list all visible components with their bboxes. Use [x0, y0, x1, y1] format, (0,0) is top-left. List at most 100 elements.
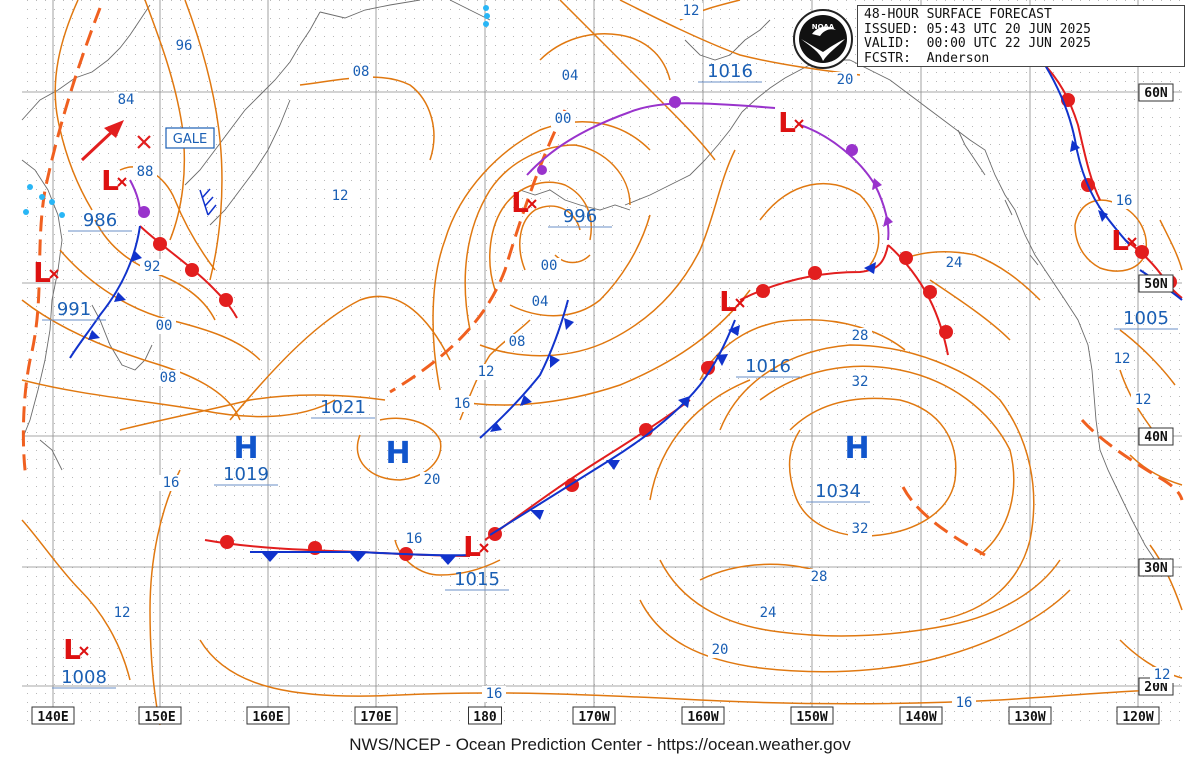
latitude-label: 20N: [1144, 680, 1168, 695]
longitude-label: 150E: [144, 710, 175, 725]
gale-warning-box: [165, 127, 215, 149]
isobar-label: 04: [562, 68, 579, 84]
longitude-label-box: [1008, 706, 1052, 725]
low-pressure-symbol: L: [33, 256, 51, 289]
isobar-label-bg: [482, 686, 506, 702]
issued-line: ISSUED: 05:43 UTC 20 JUN 2025: [864, 21, 1178, 38]
low-center-x-icon: [479, 543, 489, 553]
longitude-label-box: [790, 706, 834, 725]
isobar-label-bg: [328, 188, 352, 204]
isobar-label-bg: [133, 164, 157, 180]
longitude-label-box: [681, 706, 725, 725]
noaa-logo-text: NOAA: [812, 23, 835, 31]
low-pressure-symbol: L: [719, 285, 737, 318]
longitude-label-box: [138, 706, 182, 725]
isobar-label: 92: [144, 259, 161, 275]
isobar-label: 08: [509, 334, 526, 350]
gale-warning-label: GALE: [173, 132, 207, 147]
low-pressure-value: 1008: [61, 667, 107, 688]
low-pressure-value: 1015: [454, 569, 500, 590]
isobar-label-bg: [1131, 392, 1155, 408]
latitude-label-box: [1138, 274, 1174, 293]
isobar-label-bg: [942, 255, 966, 271]
low-pressure-value: 1016: [745, 356, 791, 377]
isobar-label-bg: [420, 472, 444, 488]
isobar-label-bg: [114, 92, 138, 108]
isobar-label: 12: [478, 364, 495, 380]
isobar-label-bg: [528, 294, 552, 310]
isobar-label: 28: [811, 569, 828, 585]
isobar-label: 12: [114, 605, 131, 621]
lat-lon-grid-lines: [22, 0, 1182, 718]
isobar-label: 00: [156, 318, 173, 334]
isobar-label: 00: [555, 111, 572, 127]
low-center-x-icon: [49, 269, 59, 279]
isobar-label-bg: [402, 531, 426, 547]
forecaster-value: Anderson: [926, 50, 990, 66]
isobar-label: 32: [852, 374, 869, 390]
forecaster-line: FCSTR: Anderson: [864, 50, 1178, 67]
low-pressure-value: 1016: [707, 61, 753, 82]
isobar-label: 12: [332, 188, 349, 204]
low-center-x-icon: [527, 199, 537, 209]
low-center-x-icon: [117, 177, 127, 187]
latitude-label: 60N: [1144, 86, 1168, 101]
valid-label: VALID:: [864, 36, 911, 51]
low-center-x-icon: [1127, 237, 1137, 247]
isobar-label: 12: [683, 3, 700, 19]
isobar-label: 12: [1114, 351, 1131, 367]
longitude-label: 120W: [1122, 710, 1153, 725]
isobar-label: 12: [1154, 667, 1171, 683]
issued-label: ISSUED:: [864, 21, 919, 37]
lat-lon-dot-grid: [22, 0, 1182, 725]
isobar-label-bg: [558, 68, 582, 84]
isobar-label: 12: [1135, 392, 1152, 408]
high-pressure-symbol: H: [844, 431, 869, 466]
longitude-label-box: [1116, 706, 1160, 725]
isobar-label-bg: [1112, 193, 1136, 209]
longitude-label: 140E: [37, 710, 68, 725]
isobar-label-bg: [450, 396, 474, 412]
high-pressure-value: 1019: [223, 464, 269, 485]
isobar-label: 24: [760, 605, 777, 621]
low-pressure-symbol: L: [101, 164, 119, 197]
latitude-label: 50N: [1144, 277, 1168, 292]
longitude-label: 160W: [687, 710, 718, 725]
longitude-label-box: [246, 706, 290, 725]
longitude-label: 150W: [796, 710, 827, 725]
high-pressure-value: 1021: [320, 397, 366, 418]
noaa-logo: NOAA: [792, 8, 854, 70]
isobar-label-bg: [756, 605, 780, 621]
low-pressure-value: 1005: [1123, 308, 1169, 329]
isobar-label: 24: [946, 255, 963, 271]
longitude-label: 140W: [905, 710, 936, 725]
isobar-label-bg: [505, 334, 529, 350]
ice-dots: [23, 5, 490, 218]
isobar-label-bg: [833, 72, 857, 88]
isobar-label: 20: [712, 642, 729, 658]
isobar-label-bg: [708, 642, 732, 658]
forecast-info-box: 48-HOUR SURFACE FORECAST ISSUED: 05:43 U…: [857, 5, 1185, 67]
low-pressure-symbol: L: [63, 633, 81, 666]
valid-value: 00:00 UTC 22 JUN 2025: [926, 36, 1091, 51]
isobar-label: 88: [137, 164, 154, 180]
isobar-label: 16: [163, 475, 180, 491]
isobar-label: 20: [837, 72, 854, 88]
forecast-title: 48-HOUR SURFACE FORECAST: [864, 7, 1052, 22]
longitude-label: 160E: [252, 710, 283, 725]
isobars: [21, 0, 1183, 726]
low-pressure-value: 986: [83, 210, 117, 231]
isobar-label-bg: [474, 364, 498, 380]
cold-fronts: [69, 64, 1183, 565]
isobar-label: 08: [160, 370, 177, 386]
high-pressure-value: 1034: [815, 481, 861, 502]
low-pressure-symbol: L: [511, 186, 529, 219]
occluded-fronts: [129, 96, 893, 241]
wind-direction-arrow: [80, 120, 124, 162]
isobar-label: 16: [486, 686, 503, 702]
low-pressure-symbol: L: [1111, 224, 1129, 257]
isobar-label: 16: [956, 695, 973, 711]
isobar-label-bg: [140, 259, 164, 275]
isobar-label-bg: [848, 374, 872, 390]
